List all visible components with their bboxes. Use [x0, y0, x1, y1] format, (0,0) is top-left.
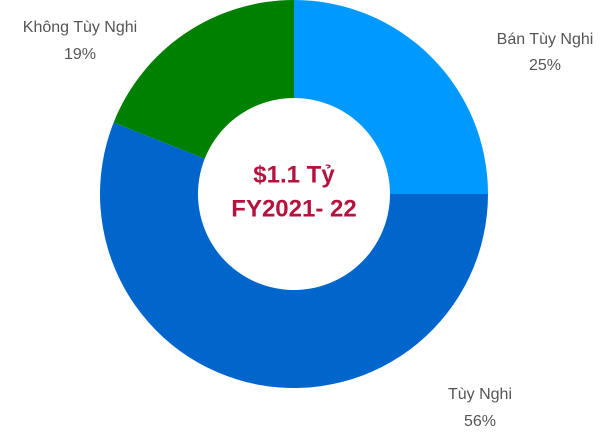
value-label: 19% [64, 46, 96, 63]
slice [113, 0, 295, 159]
slice-label: Tùy Nghi [448, 386, 512, 403]
slice-label: Không Tùy Nghi [23, 19, 137, 36]
value-label: 56% [464, 413, 496, 430]
value-label: 25% [529, 57, 561, 74]
center-text: $1.1 Tỷ [253, 161, 335, 188]
center-text: FY2021- 22 [231, 195, 356, 222]
slice-label: Bán Tùy Nghi [497, 31, 594, 48]
slice [294, 0, 488, 194]
slice [99, 122, 488, 389]
